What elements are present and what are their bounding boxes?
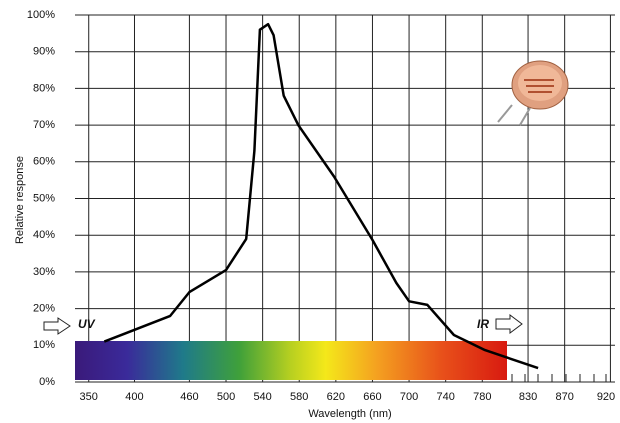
x-axis-label: Wavelength (nm)	[308, 408, 391, 420]
x-tick-label: 580	[290, 391, 308, 403]
ir-arrow	[495, 314, 523, 334]
x-tick-label: 660	[363, 391, 381, 403]
ir-label: IR	[477, 317, 489, 331]
uv-label: UV	[78, 317, 96, 331]
y-tick-label: 100%	[27, 9, 55, 21]
x-tick-label: 870	[555, 391, 573, 403]
y-tick-label: 70%	[33, 119, 55, 131]
y-axis-label: Relative response	[14, 156, 26, 244]
x-tick-label: 620	[327, 391, 345, 403]
spectrum-bar	[75, 341, 507, 380]
uv-arrow	[43, 317, 71, 335]
y-tick-label: 0%	[39, 376, 55, 388]
y-tick-label: 40%	[33, 229, 55, 241]
photoresistor-icon	[497, 60, 569, 126]
y-tick-label: 20%	[33, 303, 55, 315]
x-tick-label: 500	[217, 391, 235, 403]
x-tick-label: 830	[519, 391, 537, 403]
y-tick-label: 60%	[33, 156, 55, 168]
minor-ticks	[511, 374, 607, 382]
x-tick-label: 740	[436, 391, 454, 403]
x-tick-label: 700	[400, 391, 418, 403]
y-tick-label: 90%	[33, 46, 55, 58]
x-tick-label: 780	[473, 391, 491, 403]
x-tick-label: 540	[253, 391, 271, 403]
x-tick-label: 460	[180, 391, 198, 403]
y-tick-label: 10%	[33, 339, 55, 351]
y-tick-label: 50%	[33, 192, 55, 204]
y-tick-label: 80%	[33, 82, 55, 94]
y-tick-label: 30%	[33, 266, 55, 278]
x-tick-label: 920	[597, 391, 615, 403]
x-tick-label: 350	[80, 391, 98, 403]
response-curve	[103, 22, 539, 370]
x-tick-label: 400	[125, 391, 143, 403]
